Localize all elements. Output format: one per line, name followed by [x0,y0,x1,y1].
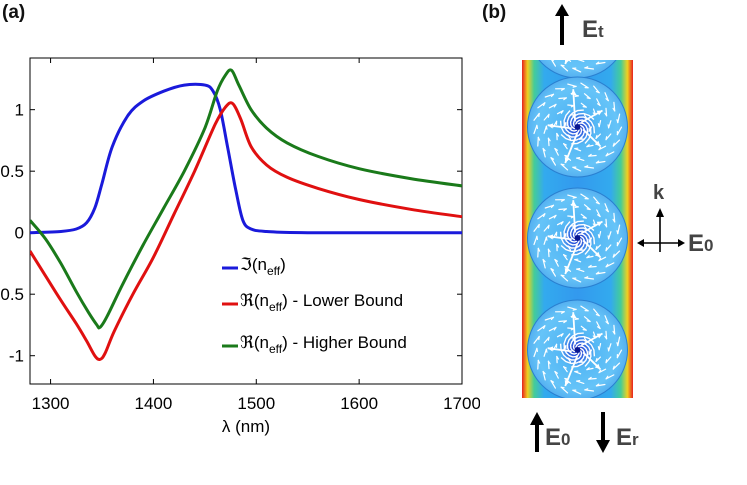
panel-a-label: (a) [2,2,26,23]
y-tick-label: 0.5 [0,162,24,181]
y-tick-label: 0 [15,224,24,243]
reflected-field-label: Er [616,424,639,451]
panel-b-label: (b) [482,2,507,23]
field-simulation [522,4,685,453]
reflected-field-arrow [596,412,610,453]
series-line-0 [30,82,462,235]
transmitted-field-arrow [555,4,569,45]
y-tick-label: 1 [15,101,24,120]
polarization-cross-icon [637,208,685,252]
y-tick-label: 0.5 [0,285,24,304]
x-axis-label: λ (nm) [222,417,270,436]
series-line-1 [30,101,462,361]
x-tick-label: 1700 [443,394,480,413]
legend-entry: ℜ(neff) - Lower Bound [240,291,403,314]
legend-entry: ℑ(neff) [240,255,286,278]
x-tick-label: 1400 [135,394,173,413]
x-tick-label: 1500 [237,394,275,413]
wavevector-label: k [653,182,665,204]
plot-frame [29,57,463,385]
legend-entry: ℜ(neff) - Higher Bound [240,333,407,356]
side-incident-field-label: E0 [688,230,714,257]
incident-field-label: E0 [545,424,571,451]
spectrum-chart: 1300 1400 1500 1600 1700 -1 0.5 0 0.5 1 ℑ(neff) ℜ(… [0,57,480,436]
field-vortex [527,187,628,289]
series-line-2 [30,68,462,330]
transmitted-field-label: Et [582,16,604,43]
x-tick-label: 1300 [32,394,70,413]
incident-field-arrow [530,412,544,452]
x-tick-label: 1600 [340,394,378,413]
field-vortex [527,76,628,178]
y-tick-label: -1 [9,347,24,366]
field-vortex [527,299,628,398]
